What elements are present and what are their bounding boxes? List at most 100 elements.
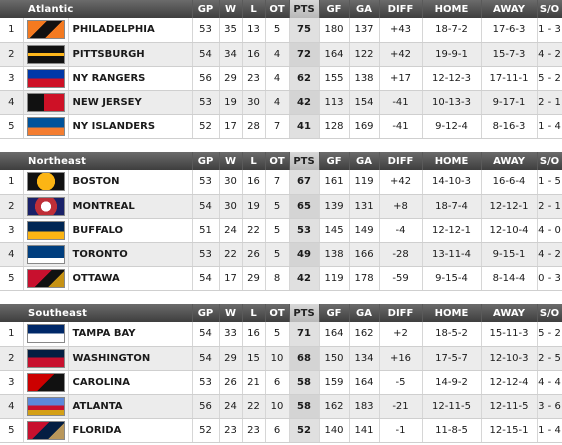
team-name-link[interactable]: NY ISLANDERS <box>68 114 193 139</box>
column-header-w[interactable]: W <box>219 0 243 18</box>
stat-diff: -1 <box>379 418 423 443</box>
column-header-away[interactable]: AWAY <box>481 0 538 18</box>
stat-diff: +8 <box>379 194 423 219</box>
stat-diff: +2 <box>379 322 423 347</box>
column-header-gf[interactable]: GF <box>319 152 350 170</box>
column-header-diff[interactable]: DIFF <box>379 304 423 322</box>
column-header-ga[interactable]: GA <box>349 152 380 170</box>
team-row[interactable]: 5 NY ISLANDERS 52 17 28 7 41 128 169 -41 9-12-4 8-1… <box>0 114 562 139</box>
column-header-ga[interactable]: GA <box>349 0 380 18</box>
column-header-w[interactable]: W <box>219 304 243 322</box>
stat-so: 5 - 2 <box>537 66 562 91</box>
montreal-canadiens-logo[interactable] <box>26 196 65 216</box>
pittsburgh-penguins-logo[interactable] <box>26 44 65 64</box>
team-rank: 4 <box>0 394 24 419</box>
team-row[interactable]: 4 ATLANTA 56 24 22 10 58 162 183 -21 12-11-5 12-11-… <box>0 394 562 419</box>
column-header-away[interactable]: AWAY <box>481 152 538 170</box>
column-header-home[interactable]: HOME <box>422 152 482 170</box>
column-header-gp[interactable]: GP <box>192 304 220 322</box>
team-row[interactable]: 1 PHILADELPHIA 53 35 13 5 75 180 137 +43 18-7-2 17-… <box>0 18 562 43</box>
column-header-so[interactable]: S/O <box>537 152 562 170</box>
stat-ga: 137 <box>349 18 380 43</box>
team-name-link[interactable]: BUFFALO <box>68 218 193 243</box>
team-name-link[interactable]: MONTREAL <box>68 194 193 219</box>
team-name-link[interactable]: NY RANGERS <box>68 66 193 91</box>
column-header-pts[interactable]: PTS <box>289 152 320 170</box>
stat-ot: 7 <box>265 170 290 195</box>
philadelphia-flyers-logo[interactable] <box>26 20 65 40</box>
team-row[interactable]: 3 BUFFALO 51 24 22 5 53 145 149 -4 12-12-1 12-10-4 4… <box>0 218 562 243</box>
column-header-ot[interactable]: OT <box>265 304 290 322</box>
column-header-so[interactable]: S/O <box>537 0 562 18</box>
team-row[interactable]: 2 MONTREAL 54 30 19 5 65 139 131 +8 18-7-4 12-12-1 2… <box>0 194 562 219</box>
stat-ot: 5 <box>265 322 290 347</box>
column-header-ga[interactable]: GA <box>349 304 380 322</box>
team-name-link[interactable]: OTTAWA <box>68 266 193 291</box>
team-name-link[interactable]: FLORIDA <box>68 418 193 443</box>
column-header-diff[interactable]: DIFF <box>379 152 423 170</box>
stat-l: 22 <box>242 218 266 243</box>
buffalo-sabres-logo[interactable] <box>26 220 65 240</box>
stat-home: 9-12-4 <box>422 114 482 139</box>
washington-capitals-logo[interactable] <box>26 348 65 368</box>
team-name-link[interactable]: TORONTO <box>68 242 193 267</box>
team-name-link[interactable]: PITTSBURGH <box>68 42 193 67</box>
column-header-home[interactable]: HOME <box>422 0 482 18</box>
team-name-link[interactable]: ATLANTA <box>68 394 193 419</box>
team-row[interactable]: 3 CAROLINA 53 26 21 6 58 159 164 -5 14-9-2 12-12-4 4… <box>0 370 562 395</box>
carolina-hurricanes-logo[interactable] <box>26 372 65 392</box>
column-header-w[interactable]: W <box>219 152 243 170</box>
team-row[interactable]: 5 FLORIDA 52 23 23 6 52 140 141 -1 11-8-5 12-15-1 1 … <box>0 418 562 443</box>
column-header-away[interactable]: AWAY <box>481 304 538 322</box>
stat-pts: 58 <box>289 394 320 419</box>
column-header-ot[interactable]: OT <box>265 152 290 170</box>
team-rank: 2 <box>0 194 24 219</box>
tampa-bay-lightning-logo[interactable] <box>26 324 65 344</box>
stat-gf: 140 <box>319 418 350 443</box>
ottawa-senators-logo[interactable] <box>26 268 65 288</box>
stat-away: 12-10-3 <box>481 346 538 371</box>
team-rank: 2 <box>0 42 24 67</box>
column-header-ot[interactable]: OT <box>265 0 290 18</box>
stat-w: 26 <box>219 370 243 395</box>
team-name-link[interactable]: TAMPA BAY <box>68 322 193 347</box>
team-row[interactable]: 3 NY RANGERS 56 29 23 4 62 155 138 +17 12-12-3 17-1… <box>0 66 562 91</box>
new-jersey-devils-logo[interactable] <box>26 92 65 112</box>
toronto-maple-leafs-logo[interactable] <box>26 244 65 264</box>
column-header-gp[interactable]: GP <box>192 152 220 170</box>
new-york-islanders-logo[interactable] <box>26 116 65 136</box>
column-header-gf[interactable]: GF <box>319 0 350 18</box>
column-header-gf[interactable]: GF <box>319 304 350 322</box>
team-row[interactable]: 2 PITTSBURGH 54 34 16 4 72 164 122 +42 19-9-1 15-7-… <box>0 42 562 67</box>
team-name-link[interactable]: WASHINGTON <box>68 346 193 371</box>
column-header-gp[interactable]: GP <box>192 0 220 18</box>
new-york-rangers-logo[interactable] <box>26 68 65 88</box>
column-header-l[interactable]: L <box>242 0 266 18</box>
team-row[interactable]: 5 OTTAWA 54 17 29 8 42 119 178 -59 9-15-4 8-14-4 0 -… <box>0 266 562 291</box>
stat-away: 12-12-1 <box>481 194 538 219</box>
column-header-diff[interactable]: DIFF <box>379 0 423 18</box>
team-name-link[interactable]: BOSTON <box>68 170 193 195</box>
stat-away: 15-7-3 <box>481 42 538 67</box>
team-row[interactable]: 2 WASHINGTON 54 29 15 10 68 150 134 +16 17-5-7 12-1… <box>0 346 562 371</box>
column-header-pts[interactable]: PTS <box>289 0 320 18</box>
stat-diff: -4 <box>379 218 423 243</box>
team-name-link[interactable]: PHILADELPHIA <box>68 18 193 43</box>
atlanta-thrashers-logo[interactable] <box>26 396 65 416</box>
column-header-pts[interactable]: PTS <box>289 304 320 322</box>
team-row[interactable]: 1 TAMPA BAY 54 33 16 5 71 164 162 +2 18-5-2 15-11-3… <box>0 322 562 347</box>
stat-so: 4 - 2 <box>537 242 562 267</box>
team-name-link[interactable]: NEW JERSEY <box>68 90 193 115</box>
team-row[interactable]: 1 BOSTON 53 30 16 7 67 161 119 +42 14-10-3 16-6-4 1 … <box>0 170 562 195</box>
boston-bruins-logo[interactable] <box>26 172 65 192</box>
column-header-l[interactable]: L <box>242 152 266 170</box>
column-header-home[interactable]: HOME <box>422 304 482 322</box>
florida-panthers-logo[interactable] <box>26 420 65 440</box>
column-header-l[interactable]: L <box>242 304 266 322</box>
column-header-so[interactable]: S/O <box>537 304 562 322</box>
stat-home: 18-7-4 <box>422 194 482 219</box>
stat-ot: 6 <box>265 418 290 443</box>
team-name-link[interactable]: CAROLINA <box>68 370 193 395</box>
team-row[interactable]: 4 NEW JERSEY 53 19 30 4 42 113 154 -41 10-13-3 9-17… <box>0 90 562 115</box>
team-row[interactable]: 4 TORONTO 53 22 26 5 49 138 166 -28 13-11-4 9-15-1 4… <box>0 242 562 267</box>
